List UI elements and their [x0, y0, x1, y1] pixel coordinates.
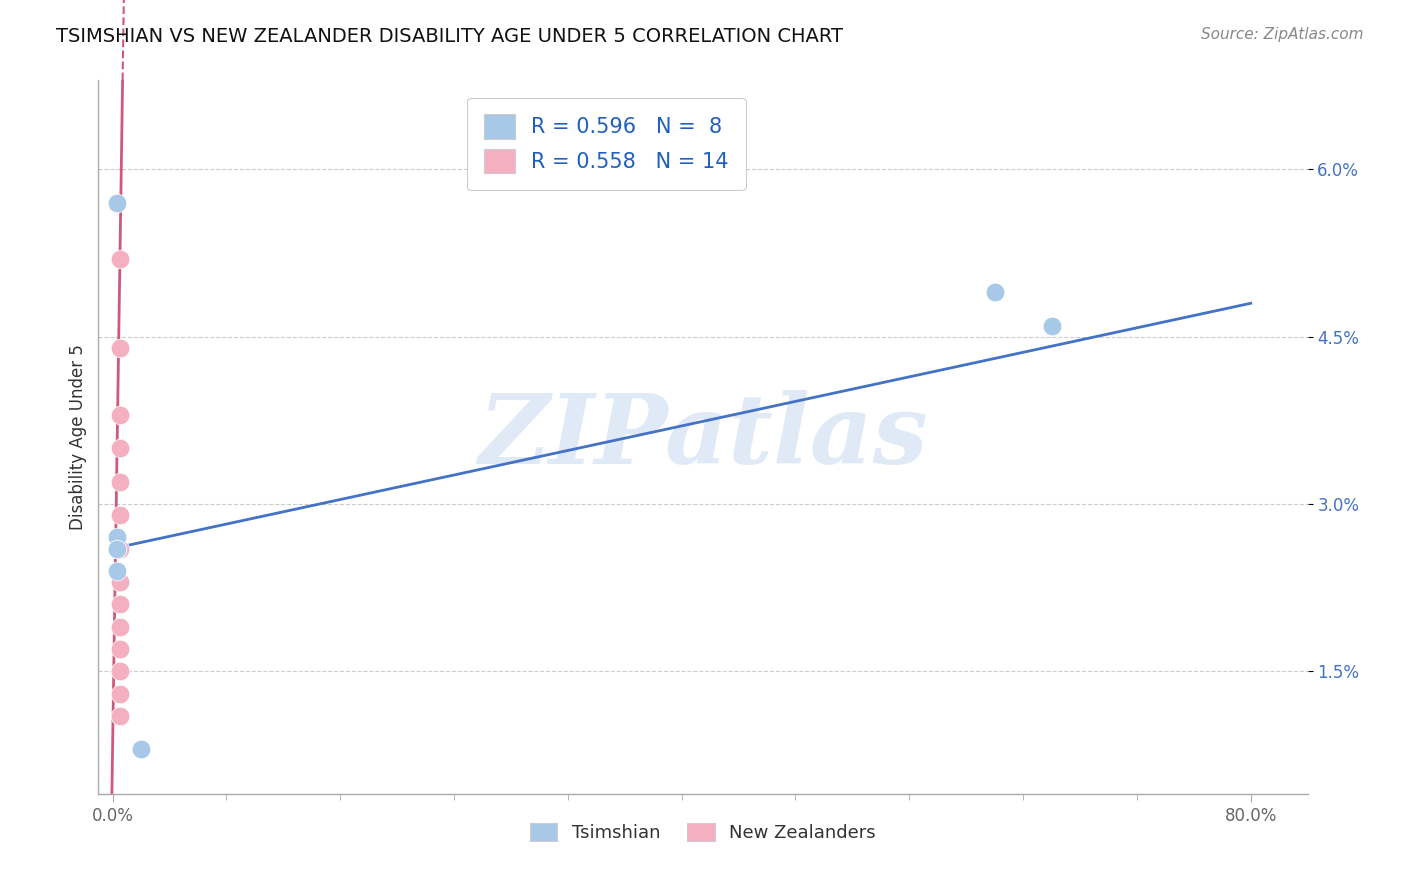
Text: ZIPatlas: ZIPatlas [478, 390, 928, 484]
Point [108, 619, 131, 633]
Point [105, 195, 128, 210]
Point [108, 687, 131, 701]
Point [1040, 318, 1063, 333]
Point [105, 564, 128, 578]
Point [108, 541, 131, 556]
Point [105, 541, 128, 556]
Point [108, 508, 131, 523]
Point [105, 541, 128, 556]
Point [108, 575, 131, 590]
Text: Source: ZipAtlas.com: Source: ZipAtlas.com [1201, 27, 1364, 42]
Point [105, 530, 128, 544]
Point [129, 742, 152, 756]
Point [108, 341, 131, 355]
Point [108, 708, 131, 723]
Y-axis label: Disability Age Under 5: Disability Age Under 5 [69, 344, 87, 530]
Point [108, 642, 131, 657]
Point [983, 285, 1005, 300]
Point [108, 252, 131, 266]
Text: TSIMSHIAN VS NEW ZEALANDER DISABILITY AGE UNDER 5 CORRELATION CHART: TSIMSHIAN VS NEW ZEALANDER DISABILITY AG… [56, 27, 844, 45]
Point [108, 598, 131, 612]
Point [108, 441, 131, 455]
Legend: Tsimshian, New Zealanders: Tsimshian, New Zealanders [523, 815, 883, 849]
Point [108, 664, 131, 679]
Point [108, 475, 131, 489]
Point [108, 408, 131, 422]
